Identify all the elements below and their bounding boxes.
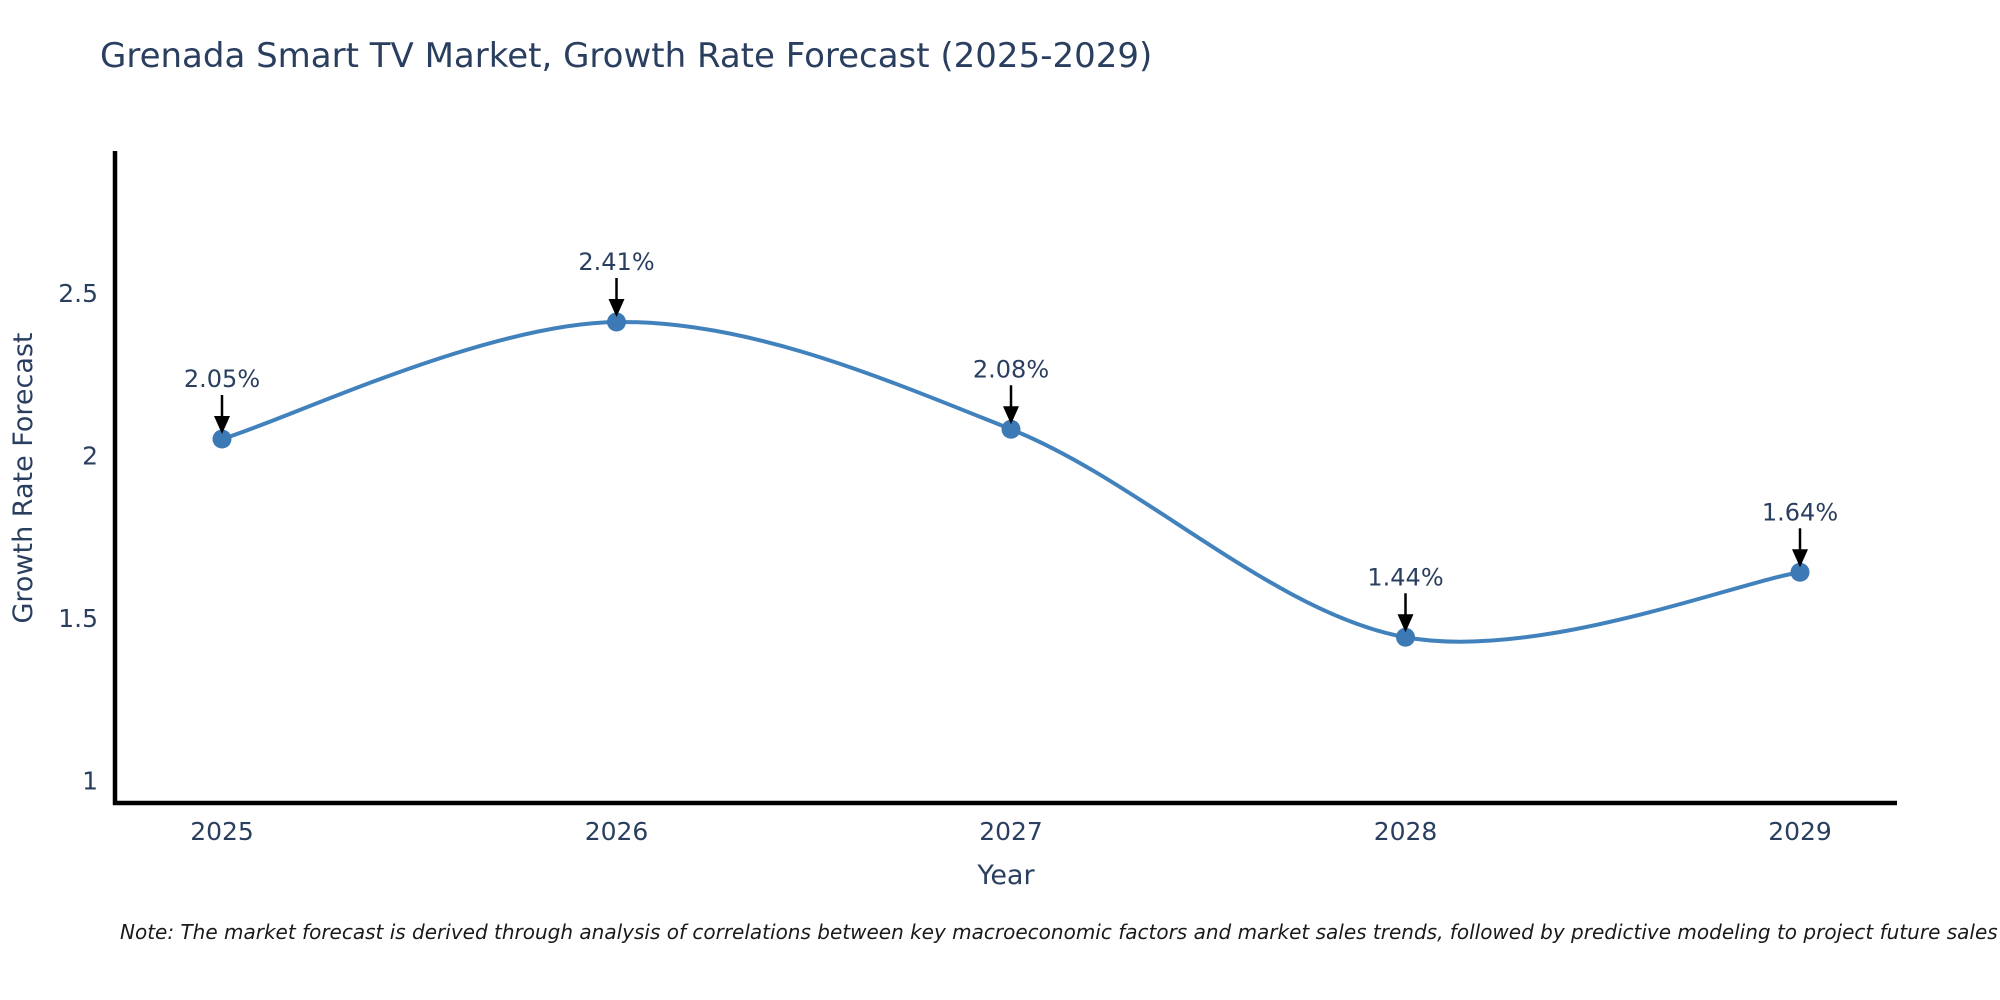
y-tick-label: 2 [82,441,98,470]
data-point-2029 [1790,562,1810,582]
y-tick-label: 1 [82,766,98,795]
data-point-2027 [1001,419,1021,439]
x-tick-label: 2026 [585,817,649,846]
annotation-arrowhead [1003,406,1019,425]
annotation-label: 2.41% [578,248,654,276]
annotation-arrowhead [608,299,625,317]
annotation-arrowhead [1792,549,1808,568]
annotation-arrowhead [214,416,230,434]
x-tick-label: 2025 [190,817,254,846]
chart-title: Grenada Smart TV Market, Growth Rate For… [100,36,1153,76]
footnote: Note: The market forecast is derived thr… [120,920,1998,944]
annotation-label: 2.05% [184,365,260,393]
x-tick-label: 2029 [1768,817,1832,846]
data-point-2028 [1396,627,1415,647]
y-tick-label: 2.5 [58,279,98,308]
x-axis-title: Year [976,860,1035,891]
x-tick-label: 2028 [1374,817,1438,846]
x-tick-label: 2027 [979,817,1043,846]
annotation-label: 1.44% [1367,563,1443,591]
annotation-label: 1.64% [1762,498,1838,526]
annotation-label: 2.08% [973,355,1049,383]
y-tick-label: 1.5 [58,604,98,633]
data-point-2026 [607,312,626,332]
data-point-2025 [212,429,232,449]
y-axis-title: Growth Rate Forecast [8,332,39,623]
annotation-arrowhead [1397,614,1414,633]
